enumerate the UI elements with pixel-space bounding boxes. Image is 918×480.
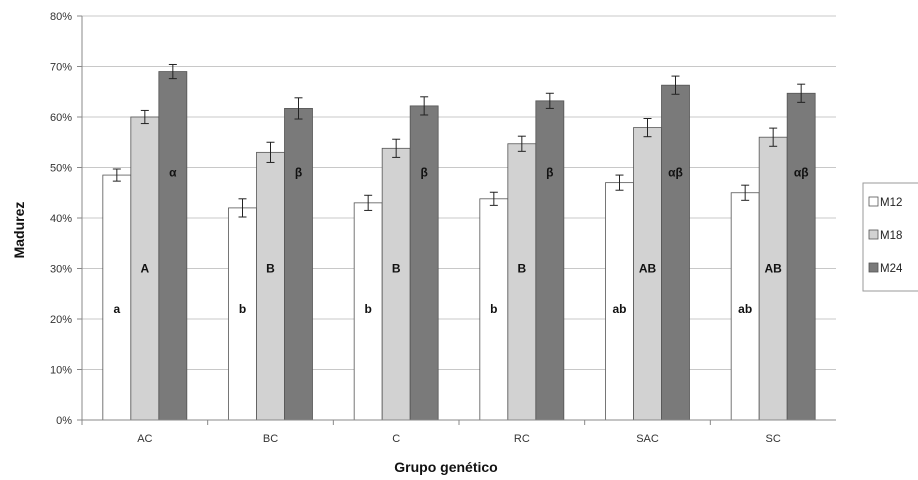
- bar: [661, 84, 690, 421]
- x-axis-title: Grupo genético: [394, 459, 497, 475]
- significance-label: B: [392, 262, 401, 276]
- significance-label: β: [546, 166, 553, 180]
- bar: [381, 147, 411, 421]
- bar: [730, 192, 760, 421]
- legend-label: M18: [880, 230, 902, 242]
- legend-swatch: [868, 196, 879, 207]
- significance-label: αβ: [794, 166, 809, 180]
- significance-label: A: [140, 262, 149, 276]
- bar: [786, 92, 816, 421]
- significance-label: AB: [764, 262, 782, 276]
- significance-label: b: [239, 302, 246, 316]
- error-bars: [112, 63, 806, 218]
- significance-label: αβ: [668, 166, 683, 180]
- bar: [605, 182, 634, 421]
- significance-labels: a Aα b Bβ b Bβ b Bβ ab AB αβ ab AB αβ: [113, 166, 808, 316]
- significance-label: β: [295, 166, 302, 180]
- bar: [758, 136, 788, 421]
- legend-swatch: [868, 229, 879, 240]
- x-tick-label: C: [392, 433, 400, 445]
- significance-label: b: [364, 302, 371, 316]
- bar: [479, 198, 509, 421]
- gridlines: [82, 15, 836, 370]
- bar: [284, 108, 313, 421]
- bar: [507, 143, 537, 421]
- significance-label: AB: [639, 262, 657, 276]
- significance-label: B: [266, 262, 275, 276]
- bars: [102, 71, 816, 421]
- legend-label: M24: [880, 263, 903, 275]
- legend: M12 M18 M24: [862, 182, 918, 292]
- y-axis-title: Madurez: [11, 202, 27, 259]
- bar: [256, 151, 285, 421]
- bar: [102, 174, 132, 421]
- x-tick-label: SAC: [636, 433, 659, 445]
- significance-label: b: [490, 302, 497, 316]
- axes: 0% 10% 20% 30% 40% 50% 60% 70% 80% AC BC C RC SAC SC: [50, 11, 836, 445]
- x-tick-label: SC: [766, 433, 781, 445]
- y-tick-label: 50%: [50, 163, 72, 175]
- significance-label: ab: [612, 302, 626, 316]
- y-tick-label: 80%: [50, 11, 72, 23]
- y-tick-label: 20%: [50, 314, 72, 326]
- bar: [130, 116, 160, 421]
- significance-label: a: [113, 302, 120, 316]
- bar: [535, 100, 565, 421]
- legend-label: M12: [880, 197, 902, 209]
- significance-label: α: [169, 166, 177, 180]
- y-tick-label: 10%: [50, 365, 72, 377]
- bar: [409, 105, 439, 421]
- bar: [228, 207, 257, 421]
- y-tick-label: 30%: [50, 264, 72, 276]
- y-tick-label: 70%: [50, 62, 72, 74]
- x-tick-label: AC: [137, 433, 152, 445]
- y-tick-label: 60%: [50, 112, 72, 124]
- y-tick-label: 40%: [50, 213, 72, 225]
- significance-label: B: [517, 262, 526, 276]
- y-tick-label: 0%: [56, 415, 72, 427]
- significance-label: ab: [738, 302, 752, 316]
- legend-swatch: [868, 262, 879, 273]
- x-tick-label: RC: [514, 433, 530, 445]
- x-tick-label: BC: [263, 433, 278, 445]
- significance-label: β: [421, 166, 428, 180]
- bar: [158, 71, 188, 421]
